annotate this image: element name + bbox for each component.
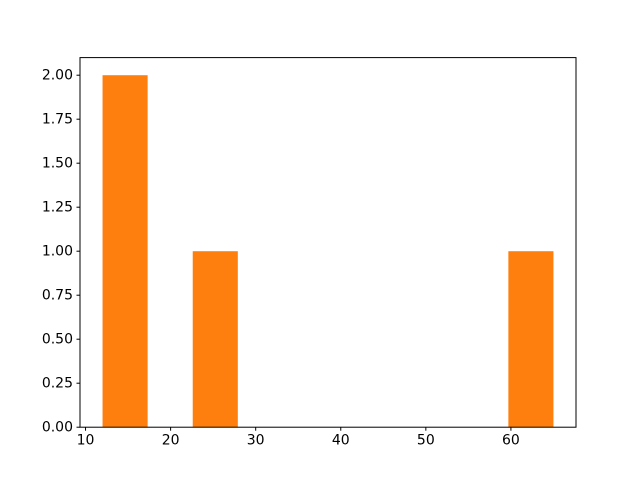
histogram-bar <box>508 251 554 428</box>
x-tick-label: 30 <box>247 433 265 449</box>
x-tick-label: 60 <box>502 433 520 449</box>
y-tick-label: 1.50 <box>42 156 73 172</box>
y-tick-label: 0.75 <box>42 288 73 304</box>
histogram-bar <box>192 251 238 428</box>
y-tick-label: 2.00 <box>42 68 73 84</box>
y-tick-label: 1.25 <box>42 200 73 216</box>
y-tick-label: 0.00 <box>42 420 73 436</box>
y-tick-label: 0.50 <box>42 332 73 348</box>
x-tick-label: 40 <box>332 433 350 449</box>
x-tick-label: 20 <box>162 433 180 449</box>
x-tick-label: 50 <box>417 433 435 449</box>
x-tick-label: 10 <box>77 433 95 449</box>
histogram-bar <box>102 75 148 428</box>
y-tick-label: 1.75 <box>42 112 73 128</box>
plot-frame <box>79 57 577 428</box>
y-tick-label: 1.00 <box>42 244 73 260</box>
y-tick-label: 0.25 <box>42 376 73 392</box>
